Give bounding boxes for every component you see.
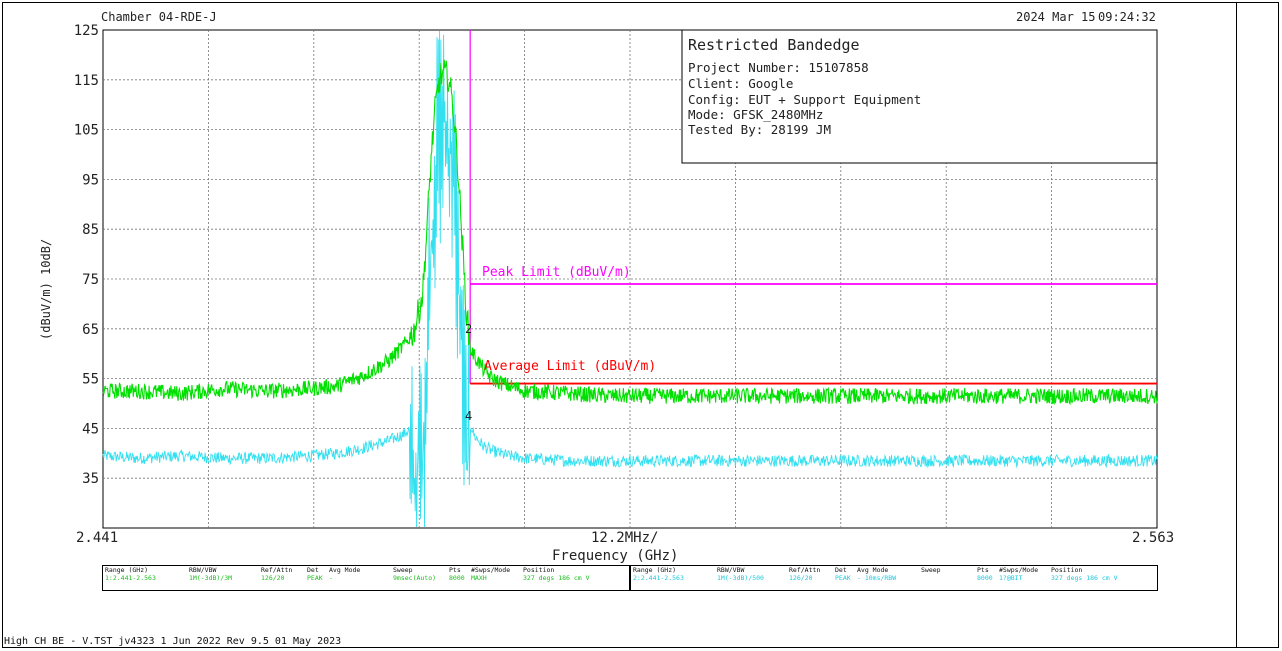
val-ref: 126/20 (789, 574, 813, 582)
y-tick-labels: 125 115 105 95 85 75 65 55 45 35 (74, 23, 99, 487)
val-swps: MAXH (471, 574, 487, 582)
y-tick-label: 75 (82, 272, 99, 288)
x-center-label: 12.2MHz/ (591, 530, 658, 546)
col-swps: #Swps/Mode (471, 566, 511, 574)
info-line: Config: EUT + Support Equipment (688, 92, 921, 107)
x-end-label: 2.563 (1132, 530, 1174, 546)
val-rbw: 1M(-3dB)/500 (717, 574, 764, 582)
val-swps: 1?@BIT (999, 574, 1023, 582)
info-line: Project Number: 15107858 (688, 60, 869, 75)
val-position: 327 degs 186 cm V (523, 574, 590, 582)
info-line: Client: Google (688, 76, 793, 91)
limit-lines (469, 30, 1157, 385)
average-settings-table: Range (GHz) RBW/VBW Ref/Attn Det Avg Mod… (630, 565, 1158, 591)
x-axis-label: Frequency (GHz) (552, 548, 678, 564)
val-det: PEAK (835, 574, 851, 582)
info-box (681, 29, 1158, 164)
val-range: 1:2.441-2.563 (105, 574, 156, 582)
col-rbw: RBW/VBW (189, 566, 217, 574)
val-position: 327 degs 186 cm V (1051, 574, 1118, 582)
info-box-title: Restricted Bandedge (688, 36, 860, 54)
val-ref: 126/20 (261, 574, 285, 582)
time-label: 09:24:32 (1098, 10, 1156, 24)
col-range: Range (GHz) (633, 566, 677, 574)
val-pts: 8000 (977, 574, 993, 582)
val-sweep: 9msec(Auto) (393, 574, 437, 582)
y-axis-label: (dBuV/m) 10dB/ (39, 239, 53, 340)
marker-4: 4 (465, 409, 472, 423)
val-range: 2:2.441-2.563 (633, 574, 684, 582)
col-ref: Ref/Attn (261, 566, 293, 574)
y-tick-label: 65 (82, 322, 99, 338)
val-avg: - (329, 574, 333, 582)
col-rbw: RBW/VBW (717, 566, 745, 574)
col-det: Det (307, 566, 319, 574)
average-limit-label: Average Limit (dBuV/m) (484, 359, 656, 374)
col-pts: Pts (449, 566, 461, 574)
y-tick-label: 105 (74, 123, 99, 139)
peak-settings-table: Range (GHz) RBW/VBW Ref/Attn Det Avg Mod… (102, 565, 630, 591)
col-ref: Ref/Attn (789, 566, 821, 574)
val-rbw: 1M(-3dB)/3M (189, 574, 233, 582)
marker-2: 2 (465, 322, 472, 336)
col-position: Position (1051, 566, 1083, 574)
y-tick-label: 125 (74, 23, 99, 39)
info-line: Tested By: 28199 JM (688, 122, 831, 137)
grid-lines (103, 30, 1157, 528)
series-traces (102, 30, 1158, 528)
average-trace (102, 30, 1158, 528)
y-tick-label: 85 (82, 222, 99, 238)
val-avg: - 10ms/RBW (857, 574, 897, 582)
val-sweep (921, 574, 977, 582)
col-swps: #Swps/Mode (999, 566, 1039, 574)
peak-limit-label: Peak Limit (dBuV/m) (482, 265, 631, 280)
footer-label: High CH BE - V.TST jv4323 1 Jun 2022 Rev… (4, 636, 342, 647)
x-start-label: 2.441 (76, 530, 118, 546)
y-tick-label: 35 (82, 471, 99, 487)
chamber-label: Chamber 04-RDE-J (101, 10, 217, 24)
y-tick-label: 45 (82, 421, 99, 437)
col-sweep: Sweep (393, 566, 413, 574)
date-label: 2024 Mar 15 (1016, 10, 1095, 24)
col-position: Position (523, 566, 555, 574)
y-tick-label: 115 (74, 73, 99, 89)
col-det: Det (835, 566, 847, 574)
col-avg: Avg Mode (857, 566, 889, 574)
col-sweep: Sweep (921, 566, 941, 574)
col-range: Range (GHz) (105, 566, 149, 574)
y-tick-label: 55 (82, 372, 99, 388)
peak-trace (102, 59, 1158, 406)
val-pts: 8000 (449, 574, 465, 582)
col-pts: Pts (977, 566, 989, 574)
col-avg: Avg Mode (329, 566, 361, 574)
right-divider (1236, 2, 1237, 648)
y-tick-label: 95 (82, 172, 99, 188)
val-det: PEAK (307, 574, 323, 582)
info-line: Mode: GFSK_2480MHz (688, 107, 823, 122)
